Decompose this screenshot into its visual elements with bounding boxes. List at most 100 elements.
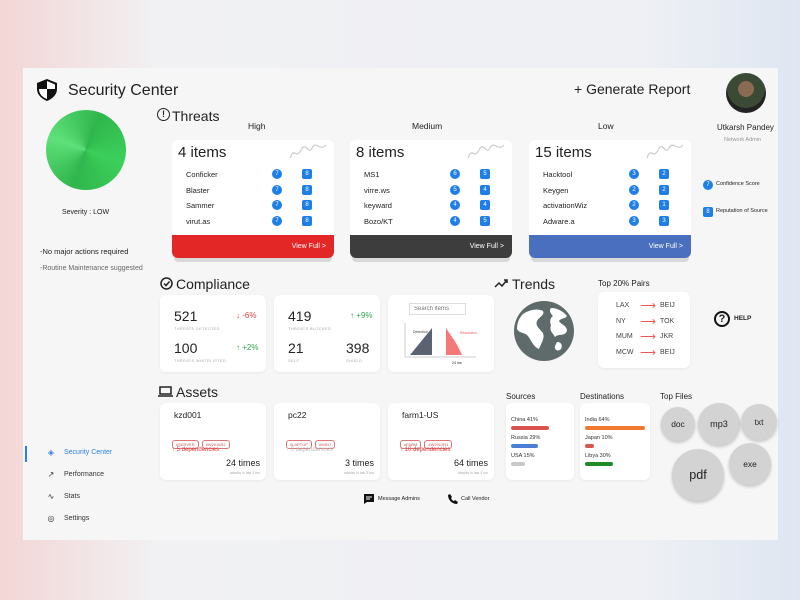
threat-name: Conficker	[186, 170, 218, 179]
help-icon[interactable]: ?	[714, 311, 730, 327]
asset-card[interactable]: kzd001 #SERVER #W2016R2 ↑ 5 dependencies 24 …	[160, 403, 266, 480]
bar-label: India 64%	[585, 417, 610, 423]
confidence-score-badge: 3	[629, 169, 639, 179]
asset-tags: #FARM #W2012R1	[400, 433, 455, 451]
threats-heading: Threats	[172, 108, 220, 124]
nav-item-security-center[interactable]: ◈ Security Center	[46, 448, 136, 459]
globe-icon	[514, 301, 574, 361]
file-bubble-mp3[interactable]: mp3	[698, 403, 740, 445]
threat-name: Keygen	[543, 185, 569, 195]
asset-dependencies: ↑ 10 dependencies	[400, 447, 451, 453]
confidence-score-badge: 2	[629, 184, 639, 195]
reputation-badge: 2	[659, 169, 669, 179]
sources-heading: Sources	[506, 392, 536, 401]
message-admins-button[interactable]: Message Admins	[378, 496, 420, 502]
shield-value: 398	[346, 340, 370, 356]
resolution-label: Resolution	[460, 331, 477, 335]
nav-item-performance[interactable]: ↗ Performance	[46, 470, 136, 481]
pair-destination: JKR	[660, 333, 674, 340]
threat-count: 15 items	[535, 144, 592, 161]
arrow-right-icon: ⟶	[640, 300, 656, 312]
threat-name: Sammer	[186, 201, 215, 211]
reputation-legend: Reputation of Source	[716, 208, 768, 214]
confidence-score-badge: 7	[272, 200, 282, 211]
view-full-button[interactable]: View Full >	[350, 235, 512, 258]
sparkline-icon	[646, 144, 684, 159]
confidence-score-badge: 4	[450, 200, 460, 211]
asset-tag[interactable]: #LAPTOP	[286, 440, 312, 449]
message-icon	[364, 494, 374, 504]
nav-item-label: Stats	[64, 493, 80, 500]
confidence-badge: 7	[703, 180, 713, 190]
file-bubble-doc[interactable]: doc	[661, 407, 695, 441]
bar-fill	[585, 462, 613, 466]
confidence-legend: Confidence Score	[716, 181, 760, 187]
threat-card-high: 4 items Conficker 7 8 Blaster 7 8 Sammer 7 8 virut…	[172, 140, 334, 258]
nav-active-indicator	[25, 446, 27, 462]
threat-name: Bozo/KT	[364, 217, 393, 227]
arrow-right-icon: ⟶	[640, 346, 656, 359]
reputation-badge: 5	[480, 169, 490, 179]
asset-tag[interactable]: #W2016R2	[201, 440, 230, 449]
self-label: SELF	[288, 358, 300, 363]
trending-icon: ↗	[47, 470, 55, 479]
asset-attack-count: 24 times	[225, 458, 260, 468]
reputation-badge: 8	[302, 200, 312, 211]
trending-up-icon	[494, 279, 508, 288]
phone-icon	[448, 494, 458, 504]
top-files-heading: Top Files	[660, 392, 693, 401]
avatar[interactable]	[726, 73, 766, 113]
asset-tag[interactable]: #WIN7	[314, 440, 336, 449]
confidence-score-badge: 7	[272, 216, 282, 227]
help-button[interactable]: HELP	[734, 315, 752, 322]
pair-source: NY	[616, 317, 626, 325]
pair-destination: BEIJ	[660, 348, 675, 356]
severity-note-secondary: -Routine Maintenance suggested	[40, 265, 143, 272]
compliance-card-detected: 521 THREATS DETECTED ↓ -6% 100 THREATS W…	[160, 295, 266, 372]
threat-name: Hacktool	[543, 170, 573, 179]
bar-label: Russia 29%	[511, 435, 541, 441]
reputation-badge: 5	[480, 216, 490, 227]
asset-tag[interactable]: #FARM	[400, 440, 422, 449]
asset-tag[interactable]: #W2012R1	[424, 440, 453, 449]
reputation-badge: 4	[480, 184, 490, 195]
file-bubble-exe[interactable]: exe	[729, 443, 771, 485]
threats-detected-change: ↓ -6%	[236, 311, 257, 320]
threat-count: 4 items	[178, 144, 227, 161]
user-role: Network Admin	[724, 137, 761, 143]
view-full-button[interactable]: View Full >	[529, 235, 691, 258]
file-bubble-pdf[interactable]: pdf	[672, 449, 724, 501]
confidence-score-badge: 7	[272, 184, 282, 195]
threats-blocked-value: 419	[288, 308, 312, 324]
asset-tag[interactable]: #SERVER	[172, 440, 199, 449]
view-full-button[interactable]: View Full >	[172, 235, 334, 258]
pairs-card: LAX ⟶ BEIJ NY ⟶ TOK MUM ⟶ JKR MCW ⟶ BEIJ	[598, 292, 690, 368]
pair-source: MUM	[616, 333, 633, 340]
asset-card[interactable]: farm1-US #FARM #W2012R1 ↑ 10 dependencies 64…	[388, 403, 494, 480]
call-vendor-button[interactable]: Call Vendor	[461, 496, 490, 502]
threat-name: activationWiz	[543, 201, 588, 211]
detection-label: Detection	[413, 330, 428, 334]
confidence-score-badge: 6	[450, 169, 460, 179]
asset-name: farm1-US	[402, 410, 439, 420]
asset-card[interactable]: pc22 #LAPTOP #WIN7 ↑ 0 dependencies 3 times a…	[274, 403, 380, 480]
severity-note-primary: -No major actions required	[40, 247, 129, 256]
asset-dependencies: ↑ 0 dependencies	[286, 447, 334, 453]
shield-logo-icon	[37, 79, 57, 101]
reputation-badge: 8	[302, 216, 312, 227]
pair-source: LAX	[616, 302, 630, 309]
nav-item-settings[interactable]: ◎ Settings	[46, 514, 136, 525]
search-input[interactable]	[409, 303, 466, 315]
sparkline-icon	[467, 144, 505, 159]
nav-item-stats[interactable]: ∿ Stats	[46, 492, 136, 503]
file-bubble-txt[interactable]: txt	[741, 404, 777, 440]
pair-source: MCW	[616, 348, 634, 356]
severity-gauge	[46, 110, 126, 190]
pairs-heading: Top 20% Pairs	[598, 279, 650, 288]
bar-label: China 41%	[511, 417, 538, 423]
asset-attack-sub: attacks in last 3 hrs	[344, 471, 374, 475]
shield-label: SHIELD	[346, 358, 363, 363]
arrow-right-icon: ⟶	[640, 315, 656, 328]
generate-report-button[interactable]: + Generate Report	[574, 81, 691, 97]
nav-item-label: Performance	[64, 471, 105, 478]
